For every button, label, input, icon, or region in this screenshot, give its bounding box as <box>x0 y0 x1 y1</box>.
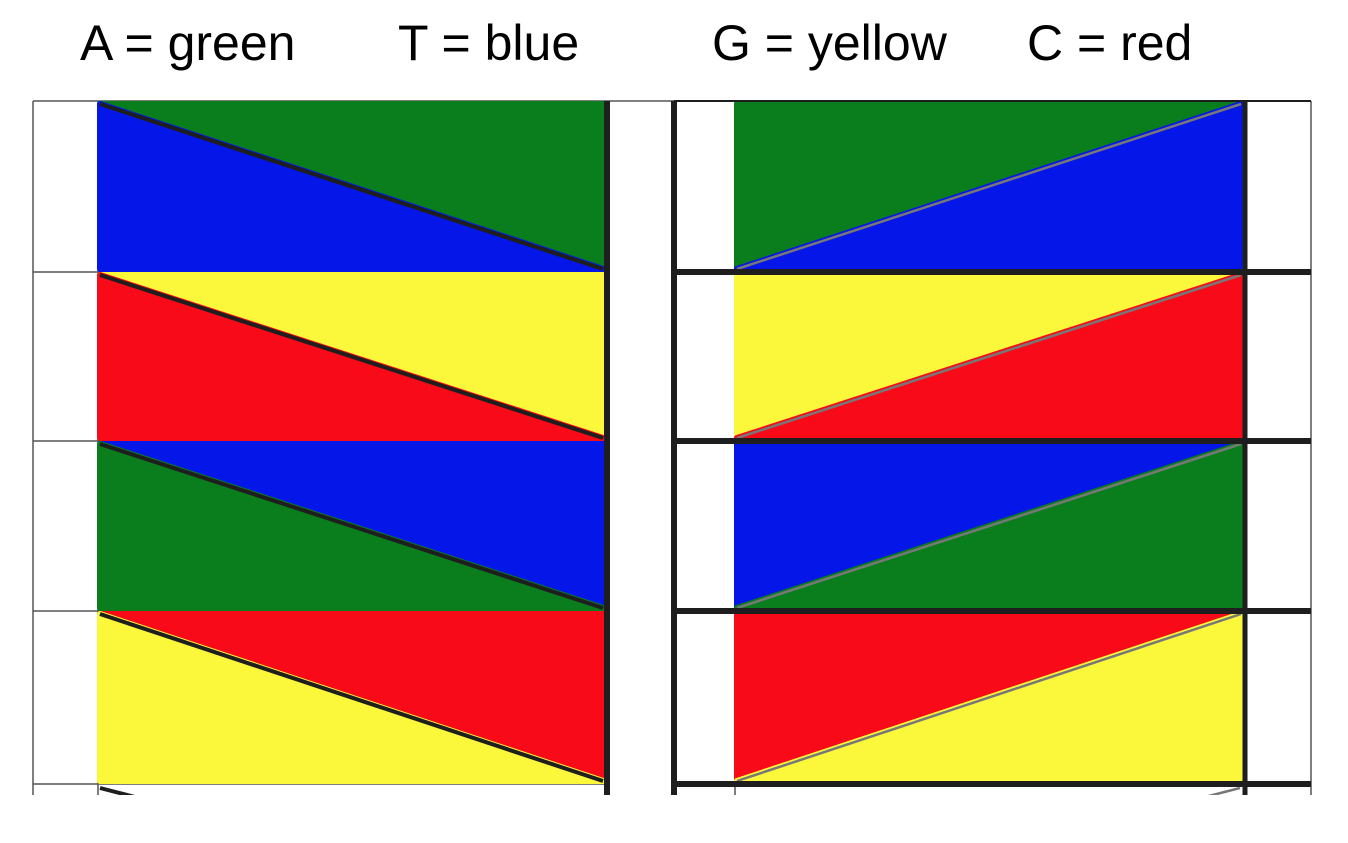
right-row-4-diagonal <box>736 612 1242 783</box>
legend-c-red: C = red <box>1027 15 1193 71</box>
right-row-2-diagonal <box>736 273 1242 440</box>
left-row-1-diagonal <box>99 102 604 271</box>
right-row-3-diagonal <box>736 442 1242 610</box>
right-row-1-diagonal <box>736 102 1242 271</box>
legend-a-green: A = green <box>80 15 296 71</box>
left-row-3-diagonal <box>99 442 604 610</box>
legend-t-blue: T = blue <box>398 15 580 71</box>
color-legend: A = green T = blue G = yellow C = red <box>0 8 1348 78</box>
legend-g-yellow: G = yellow <box>712 15 947 71</box>
left-row-2-diagonal <box>99 273 604 440</box>
left-row-4-diagonal <box>99 612 604 783</box>
bottom-crop-mask <box>0 795 1348 843</box>
